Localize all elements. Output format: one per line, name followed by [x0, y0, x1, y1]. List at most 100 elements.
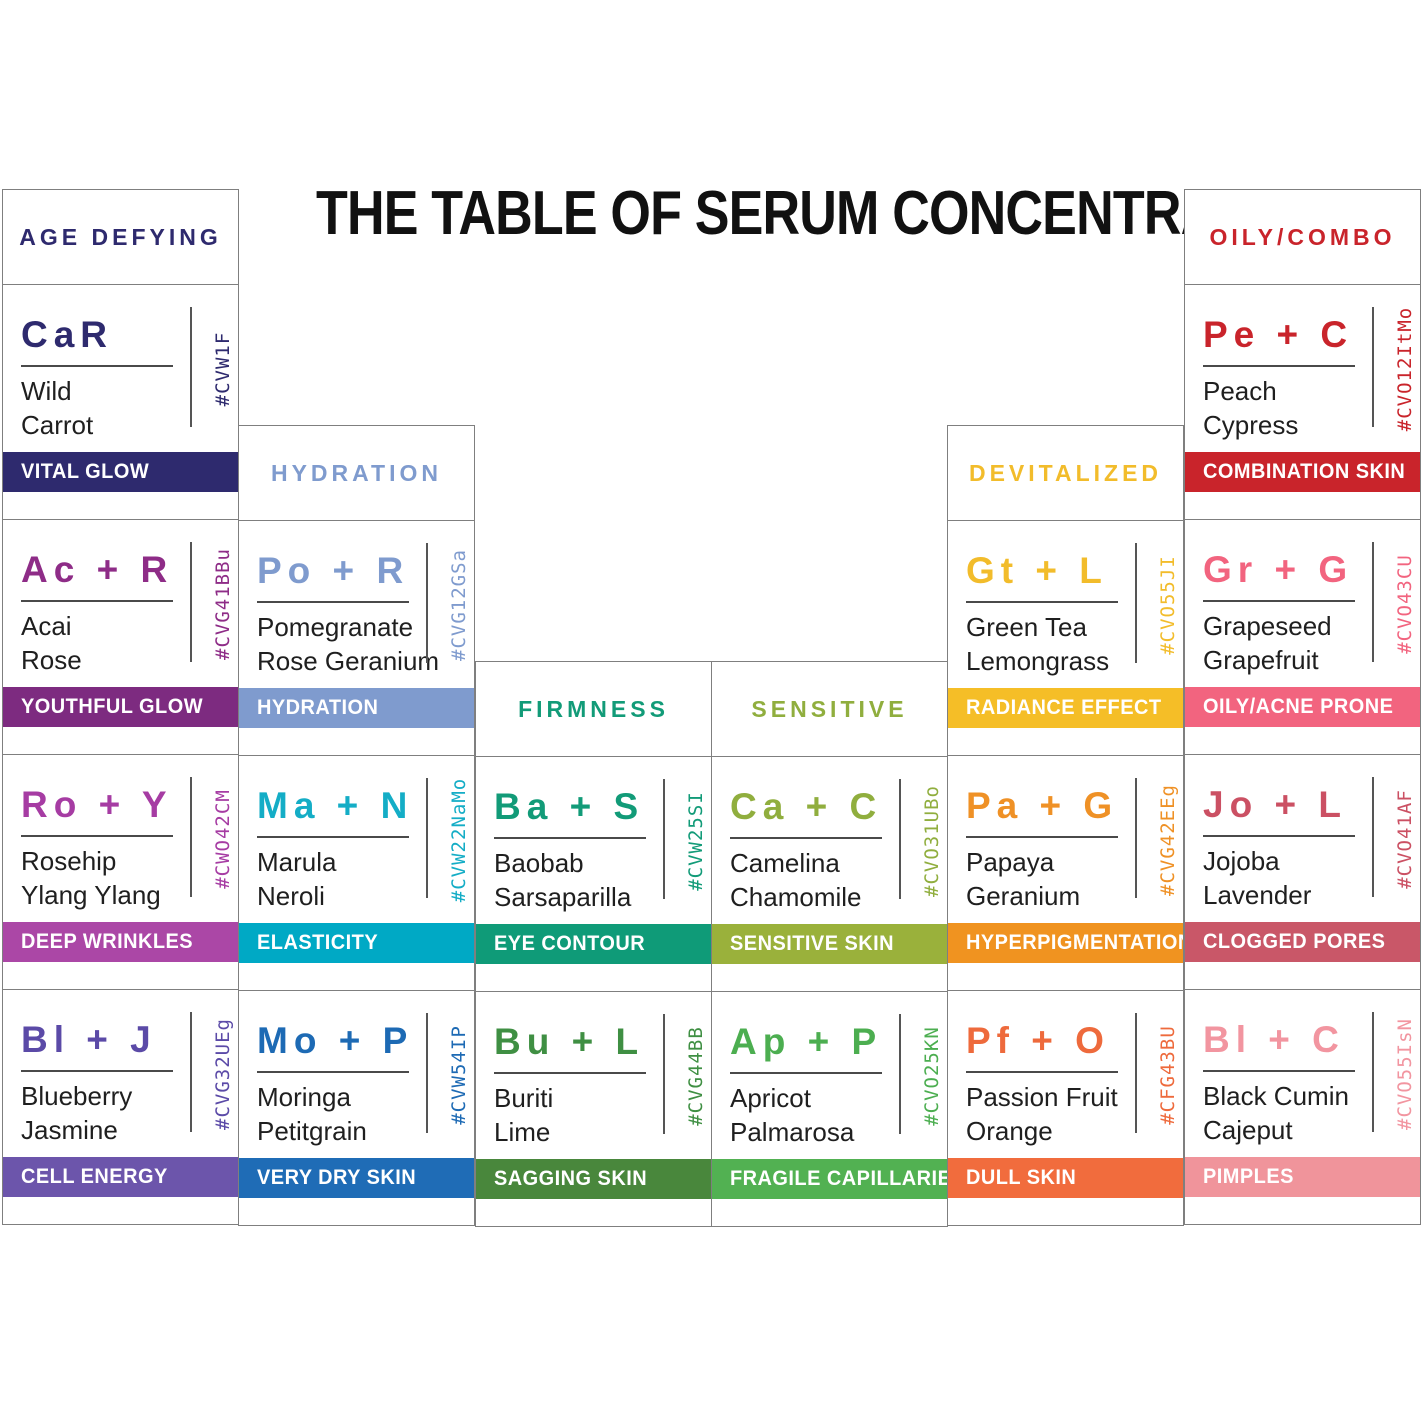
benefit-banner: RADIANCE EFFECT — [948, 688, 1183, 728]
serum-code: #CVG42EEg — [1157, 783, 1179, 896]
column-header-devitalized: DEVITALIZED — [947, 425, 1184, 521]
ingredient-line1: Wild — [21, 375, 72, 406]
serum-cell-pe-c: Pe + C Peach Cypress #CVO12ItMo COMBINAT… — [1184, 284, 1421, 520]
serum-cell-gr-g: Gr + G Grapeseed Grapefruit #CVO43CU OIL… — [1184, 519, 1421, 755]
symbol-underline — [1203, 599, 1355, 602]
serum-code: #CVO55JI — [1157, 554, 1179, 655]
column-header-label: AGE DEFYING — [19, 223, 222, 250]
benefit-banner: EYE CONTOUR — [476, 924, 711, 964]
code-divider — [426, 1013, 428, 1133]
benefit-banner: HYPERPIGMENTATION — [948, 923, 1183, 963]
serum-code: #CVG44BB — [685, 1025, 707, 1126]
cell-body: Mo + P Moringa Petitgrain #CVW54IP — [239, 991, 474, 1158]
serum-cell-mo-p: Mo + P Moringa Petitgrain #CVW54IP VERY … — [238, 990, 475, 1226]
cell-footer — [3, 962, 238, 989]
cell-footer — [1185, 1197, 1420, 1224]
benefit-banner: OILY/ACNE PRONE — [1185, 687, 1420, 727]
symbol-underline — [1203, 364, 1355, 367]
ingredient-line1: Pomegranate — [257, 611, 414, 642]
cell-footer — [1185, 962, 1420, 989]
column-header-oily-combo: OILY/COMBO — [1184, 189, 1421, 285]
ingredient-line1: Green Tea — [966, 611, 1087, 642]
ingredient-line1: Apricot — [730, 1082, 811, 1113]
serum-cell-bu-l: Bu + L Buriti Lime #CVG44BB SAGGING SKIN — [475, 991, 712, 1227]
code-divider — [1372, 542, 1374, 662]
symbol-underline — [730, 836, 882, 839]
code-divider — [190, 1012, 192, 1132]
cell-footer — [1185, 492, 1420, 519]
cell-body: Ma + N Marula Neroli #CVW22NaMo — [239, 756, 474, 923]
cell-footer — [239, 1198, 474, 1225]
column-header-age-defying: AGE DEFYING — [2, 189, 239, 285]
code-divider — [663, 1014, 665, 1134]
serum-symbol: Jo + L — [1203, 784, 1347, 825]
symbol-underline — [257, 600, 409, 603]
serum-code: #CVO25KN — [921, 1025, 943, 1126]
cell-body: Ac + R Acai Rose #CVG41BBu — [3, 520, 238, 687]
ingredient-line1: Buriti — [494, 1082, 554, 1113]
symbol-underline — [494, 1071, 646, 1074]
cell-footer — [948, 1198, 1183, 1225]
symbol-underline — [257, 835, 409, 838]
cell-body: Gr + G Grapeseed Grapefruit #CVO43CU — [1185, 520, 1420, 687]
serum-symbol: CaR — [21, 314, 114, 355]
column-devitalized: DEVITALIZED Gt + L Green Tea Lemongrass … — [947, 425, 1184, 1226]
benefit-banner: VITAL GLOW — [3, 452, 238, 492]
column-sensitive: SENSITIVE Ca + C Camelina Chamomile #CVO… — [711, 661, 948, 1227]
serum-code: #CVO55IsN — [1394, 1017, 1416, 1130]
cell-body: Jo + L Jojoba Lavender #CVO41AF — [1185, 755, 1420, 922]
serum-cell-pf-o: Pf + O Passion Fruit Orange #CFG43BU DUL… — [947, 990, 1184, 1226]
serum-code: #CVW1F — [212, 331, 234, 406]
benefit-banner: PIMPLES — [1185, 1157, 1420, 1197]
code-divider — [426, 778, 428, 898]
column-header-firmness: FIRMNESS — [475, 661, 712, 757]
benefit-label: SENSITIVE SKIN — [730, 932, 895, 955]
cell-footer — [948, 728, 1183, 755]
cell-body: Bl + C Black Cumin Cajeput #CVO55IsN — [1185, 990, 1420, 1157]
column-age-defying: AGE DEFYING CaR Wild Carrot #CVW1F VITAL… — [2, 189, 239, 1225]
cell-body: Ap + P Apricot Palmarosa #CVO25KN — [712, 992, 947, 1159]
benefit-label: FRAGILE CAPILLARIES — [730, 1167, 947, 1190]
cell-footer — [3, 492, 238, 519]
code-divider — [426, 543, 428, 663]
serum-cell-gt-l: Gt + L Green Tea Lemongrass #CVO55JI RAD… — [947, 520, 1184, 756]
code-divider — [1372, 1012, 1374, 1132]
serum-code: #CVW22NaMo — [448, 777, 470, 902]
code-divider — [663, 779, 665, 899]
benefit-label: PIMPLES — [1203, 1165, 1294, 1188]
serum-symbol: Mo + P — [257, 1020, 414, 1061]
ingredient-line2: Orange — [966, 1116, 1053, 1146]
benefit-banner: HYDRATION — [239, 688, 474, 728]
benefit-banner: SAGGING SKIN — [476, 1159, 711, 1199]
benefit-label: VERY DRY SKIN — [257, 1166, 417, 1189]
benefit-label: COMBINATION SKIN — [1203, 460, 1406, 483]
ingredient-line1: Peach — [1203, 375, 1277, 406]
column-oily-combo: OILY/COMBO Pe + C Peach Cypress #CVO12It… — [1184, 189, 1421, 1225]
column-hydration: HYDRATION Po + R Pomegranate Rose Gerani… — [238, 425, 475, 1226]
symbol-underline — [1203, 1069, 1355, 1072]
ingredient-line2: Rose Geranium — [257, 646, 440, 676]
cell-body: Po + R Pomegranate Rose Geranium #CVG12G… — [239, 521, 474, 688]
column-header-label: DEVITALIZED — [968, 459, 1163, 486]
serum-symbol: Pf + O — [966, 1020, 1110, 1061]
serum-cell-ap-p: Ap + P Apricot Palmarosa #CVO25KN FRAGIL… — [711, 991, 948, 1227]
cell-body: CaR Wild Carrot #CVW1F — [3, 285, 238, 452]
ingredient-line1: Acai — [21, 610, 72, 641]
symbol-underline — [966, 1070, 1118, 1073]
serum-code: #CVW25SI — [685, 790, 707, 891]
serum-code: #CVO41AF — [1394, 788, 1416, 889]
symbol-underline — [21, 1069, 173, 1072]
cell-footer — [239, 728, 474, 755]
cell-footer — [3, 727, 238, 754]
serum-symbol: Ma + N — [257, 785, 414, 826]
cell-body: Bl + J Blueberry Jasmine #CVG32UEg — [3, 990, 238, 1157]
code-divider — [1135, 1013, 1137, 1133]
benefit-label: CLOGGED PORES — [1203, 930, 1386, 953]
ingredient-line2: Cypress — [1203, 410, 1299, 440]
benefit-label: VITAL GLOW — [21, 460, 150, 483]
serum-code: #CVG41BBu — [212, 547, 234, 660]
serum-cell-ac-r: Ac + R Acai Rose #CVG41BBu YOUTHFUL GLOW — [2, 519, 239, 755]
serum-cell-pa-g: Pa + G Papaya Geranium #CVG42EEg HYPERPI… — [947, 755, 1184, 991]
cell-footer — [239, 963, 474, 990]
serum-code: #CVW54IP — [448, 1024, 470, 1125]
